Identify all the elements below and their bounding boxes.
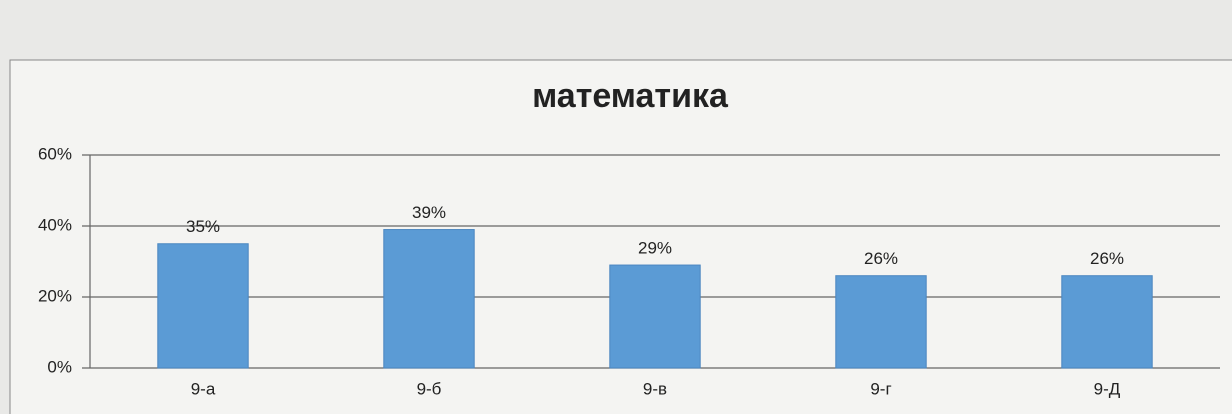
data-label: 35% [186, 217, 220, 236]
x-tick-label: 9-в [643, 379, 667, 398]
y-tick-label: 0% [47, 357, 72, 376]
bar [157, 243, 249, 369]
data-label: 26% [864, 249, 898, 268]
bar [383, 229, 475, 369]
x-tick-label: 9-б [417, 379, 442, 398]
chart-title: математика [532, 77, 729, 115]
bar [835, 275, 927, 369]
y-tick-label: 40% [38, 215, 72, 234]
bar [1061, 275, 1153, 369]
bar [609, 264, 701, 369]
data-label: 39% [412, 203, 446, 222]
data-label: 29% [638, 239, 672, 258]
x-tick-label: 9-а [191, 379, 216, 398]
y-tick-label: 60% [38, 144, 72, 163]
x-tick-label: 9-г [870, 379, 891, 398]
data-label: 26% [1090, 249, 1124, 268]
y-tick-label: 20% [38, 286, 72, 305]
x-tick-label: 9-Д [1094, 379, 1121, 398]
